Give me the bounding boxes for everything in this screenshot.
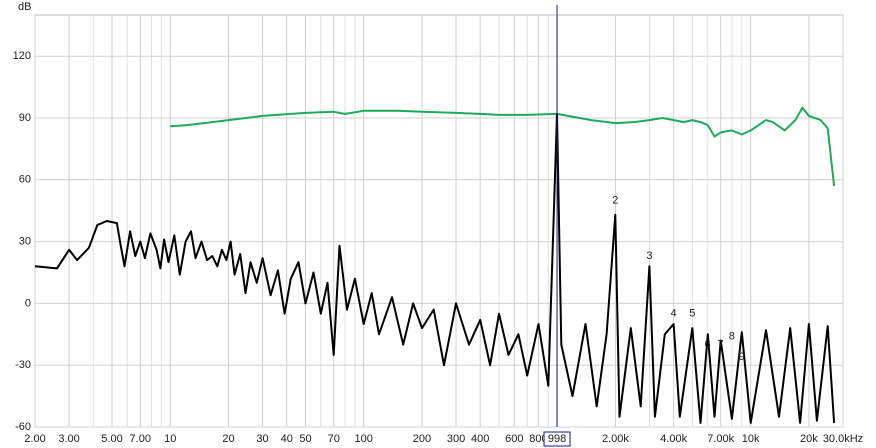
y-tick-label: 90 (19, 112, 31, 124)
x-tick-label: 800 (529, 433, 547, 445)
y-tick-label: 60 (19, 174, 31, 186)
y-tick-label: 30 (19, 236, 31, 248)
harmonic-label: 2 (612, 194, 618, 206)
harmonic-label: 7 (718, 339, 724, 351)
plot-area (34, 14, 844, 428)
y-tick-label: 0 (25, 297, 31, 309)
harmonic-label: 9 (739, 351, 745, 363)
x-tick-label: 300 (447, 433, 465, 445)
x-tick-label: 7.00k (707, 433, 734, 445)
x-tick-label: 600 (505, 433, 523, 445)
series-line (34, 112, 836, 424)
x-tick-label: 2.00 (24, 433, 45, 445)
series-line (170, 106, 836, 187)
x-tick-label: 40 (281, 433, 293, 445)
x-tick-label: 3.00 (58, 433, 79, 445)
y-tick-label: 120 (13, 50, 31, 62)
x-tick-label: 5.00 (101, 433, 122, 445)
x-tick-label: 50 (299, 433, 311, 445)
x-tick-label: 400 (471, 433, 489, 445)
x-tick-label: 30 (256, 433, 268, 445)
x-tick-label: 100 (355, 433, 373, 445)
cursor-box (543, 431, 571, 447)
harmonic-label: 3 (646, 250, 652, 262)
x-tick-label: 20k (800, 433, 818, 445)
y-tick-label: -60 (15, 421, 31, 433)
y-axis-label: dB (18, 1, 31, 13)
x-tick-label: 7.00 (130, 433, 151, 445)
y-tick-label: -30 (15, 359, 31, 371)
x-tick-label: 10k (742, 433, 760, 445)
harmonic-label: 4 (671, 308, 677, 320)
x-tick-label: 70 (328, 433, 340, 445)
harmonic-label: 5 (689, 308, 695, 320)
x-tick-label: 200 (413, 433, 431, 445)
x-tick-label: 2.00k (602, 433, 629, 445)
harmonic-label: 6 (705, 339, 711, 351)
x-tick-label: 4.00k (660, 433, 687, 445)
x-tick-label: 10 (164, 433, 176, 445)
x-tick-label: 20 (222, 433, 234, 445)
x-tick-label: 30.0kHz (823, 433, 863, 445)
harmonic-label: 8 (729, 330, 735, 342)
cursor-label: 998 (548, 433, 566, 445)
